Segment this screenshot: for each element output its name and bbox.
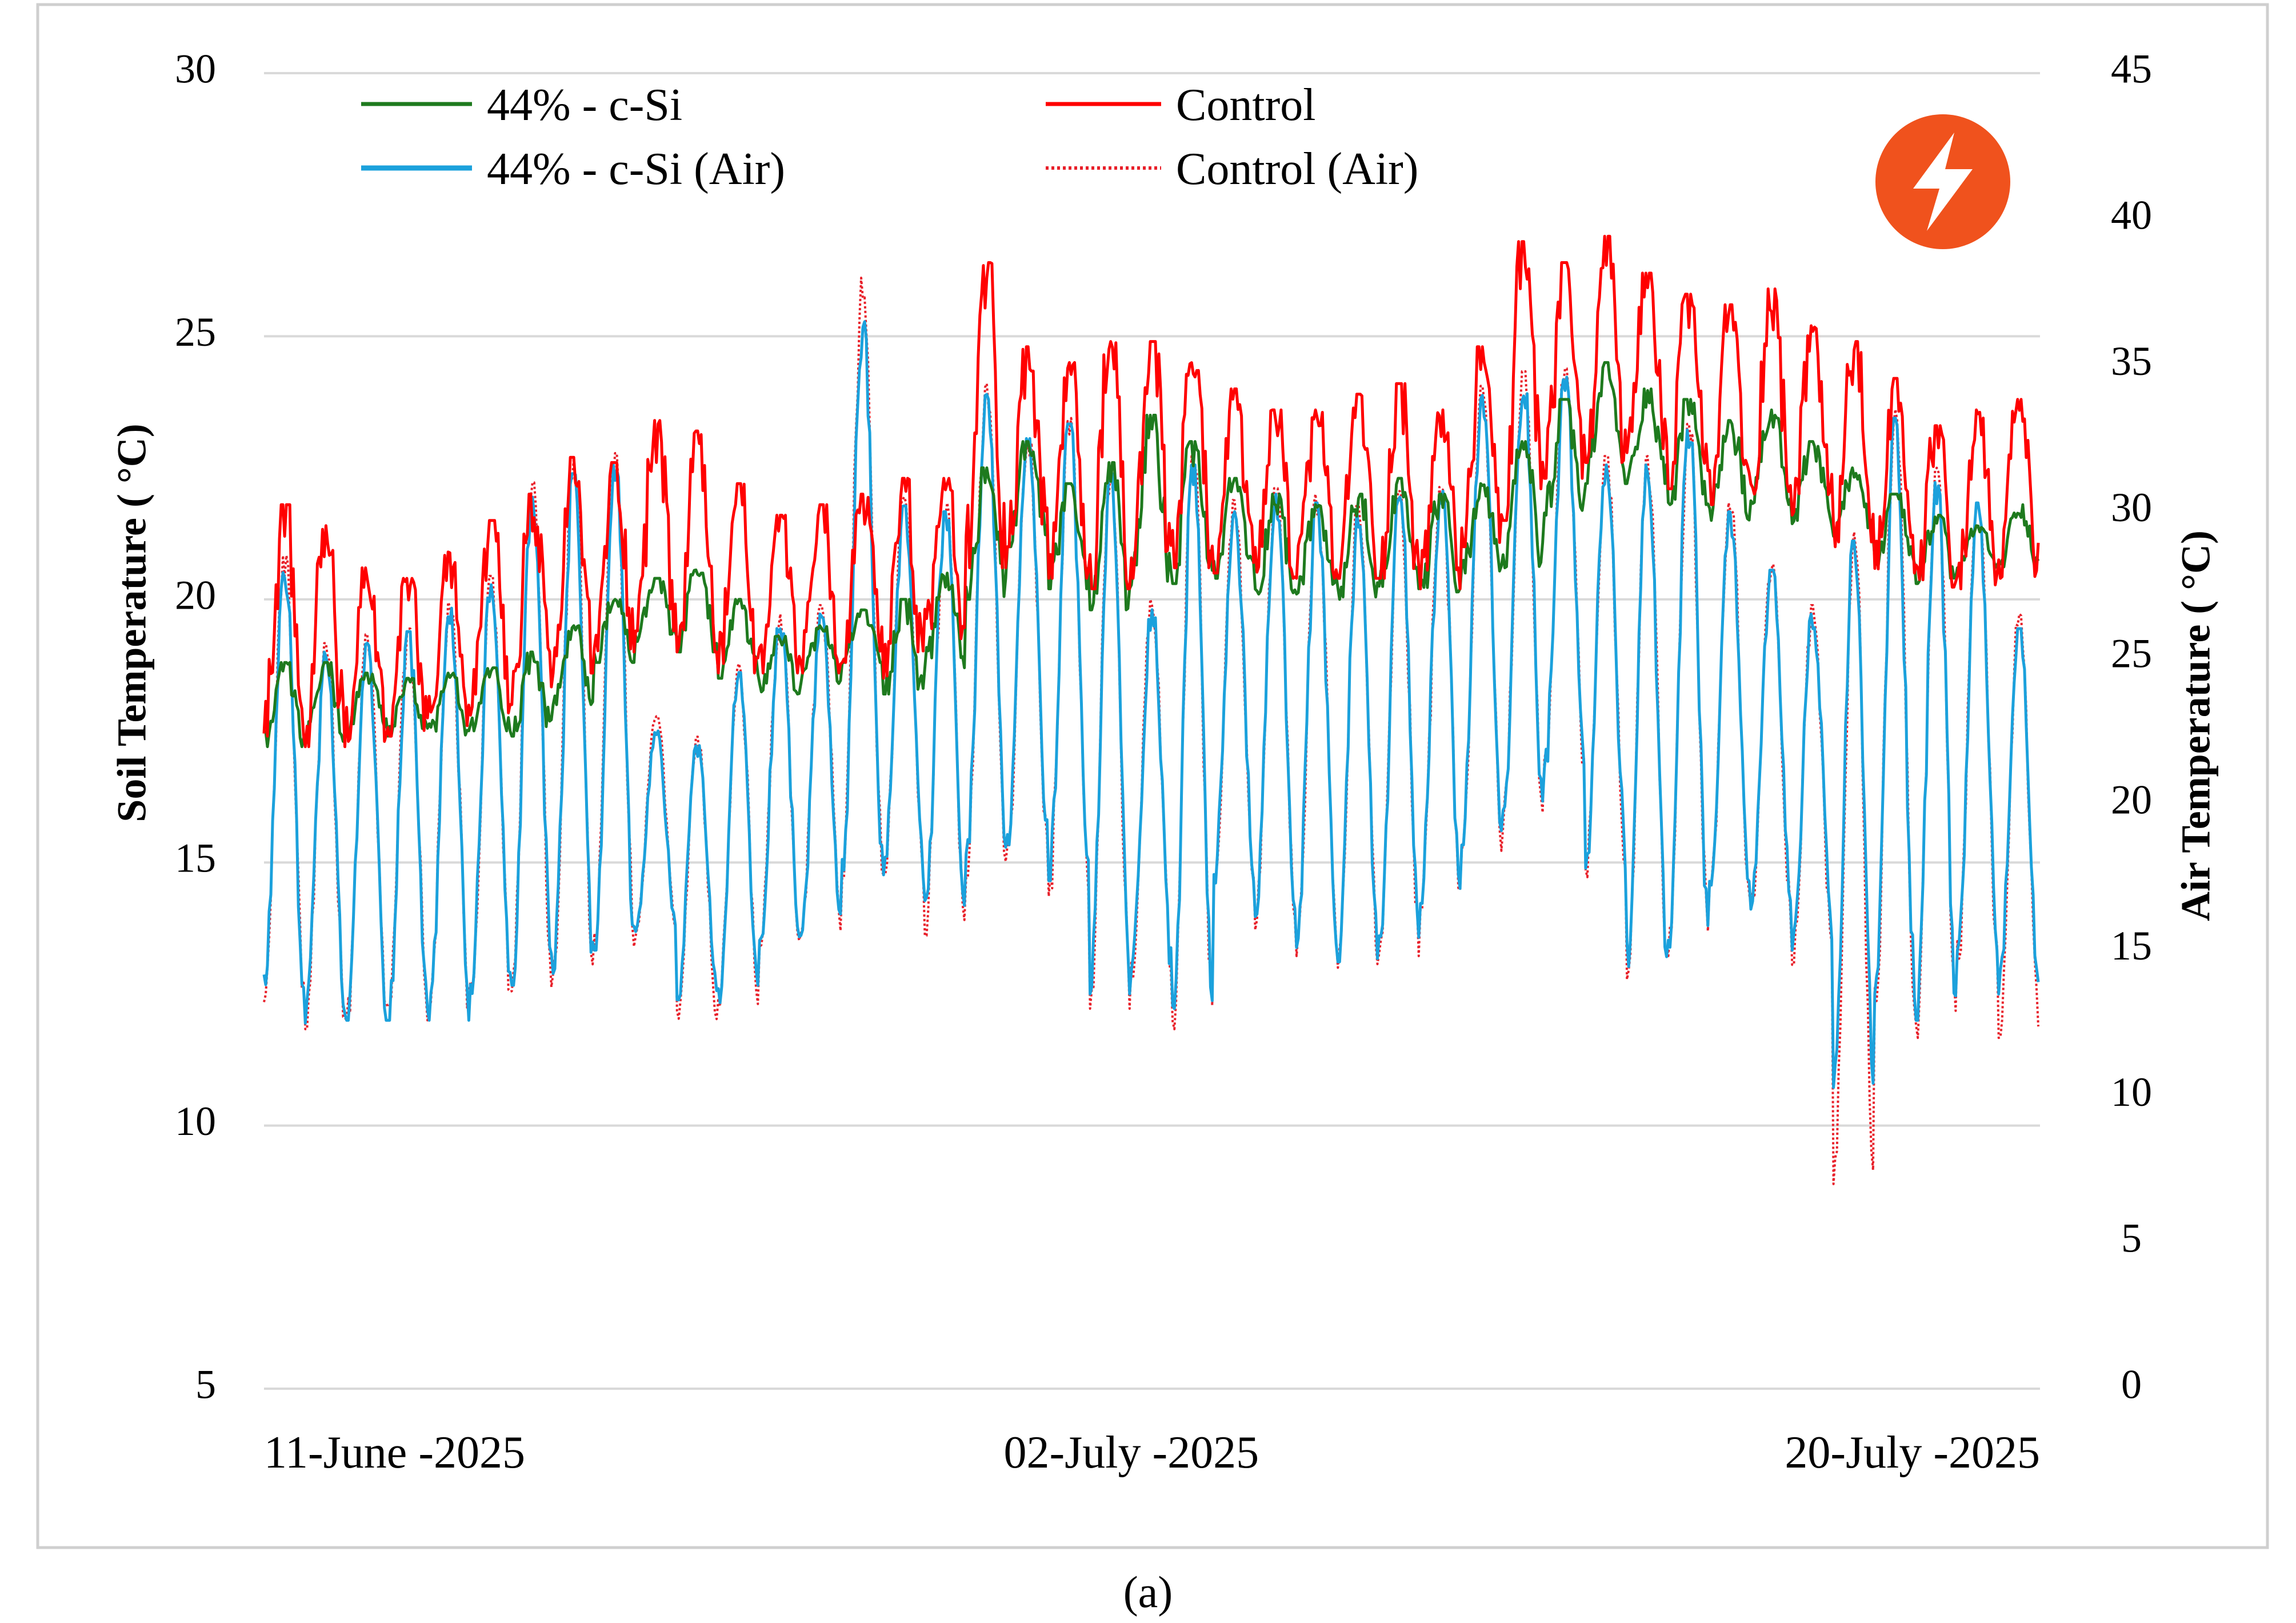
legend-label-control: Control	[1176, 80, 1315, 130]
chart-frame	[36, 3, 2269, 1549]
figure-caption: (a)	[1123, 1567, 1173, 1617]
legend-label-control-air: Control (Air)	[1176, 144, 1418, 194]
series-layer	[262, 234, 2040, 1185]
lightning-badge	[1875, 114, 2010, 249]
right-tick-label: 20	[2111, 777, 2152, 822]
right-tick-label: 15	[2111, 923, 2152, 969]
legend-label-c-si: 44% - c-Si	[487, 80, 682, 130]
left-tick-label: 10	[175, 1098, 216, 1144]
x-axis-labels: 11-June -2025 02-July -2025 20-July -2025	[264, 1428, 2040, 1478]
left-axis-title: Soil Temperature ( °C)	[109, 423, 155, 822]
right-tick-label: 0	[2121, 1362, 2142, 1408]
x-date-label: 20-July -2025	[1785, 1428, 2040, 1478]
x-date-label: 11-June -2025	[264, 1428, 525, 1478]
series-line-44-c-si-air	[262, 320, 2040, 1089]
x-date-label: 02-July -2025	[1004, 1428, 1259, 1478]
gridlines	[264, 72, 2040, 1390]
right-tick-label: 10	[2111, 1069, 2152, 1115]
left-tick-label: 30	[175, 46, 216, 92]
left-tick-label: 25	[175, 309, 216, 355]
lightning-icon	[1913, 133, 1973, 231]
series-line-control	[262, 234, 2040, 749]
right-tick-label: 35	[2111, 338, 2152, 384]
right-axis-title: Air Temperature ( °C)	[2173, 530, 2219, 921]
right-axis-ticks: 45 40 35 30 25 20 15 10 5 0	[2111, 46, 2152, 1408]
legend-label-c-si-air: 44% - c-Si (Air)	[487, 144, 785, 194]
series-line-44-c-si	[263, 361, 2040, 749]
left-axis-ticks: 30 25 20 15 10 5	[175, 46, 216, 1408]
left-tick-label: 20	[175, 572, 216, 618]
right-tick-label: 30	[2111, 485, 2152, 530]
right-tick-label: 40	[2111, 192, 2152, 238]
right-tick-label: 5	[2121, 1216, 2142, 1261]
left-tick-label: 5	[195, 1362, 216, 1408]
legend: 44% - c-Si Control 44% - c-Si (Air) Cont…	[361, 80, 1418, 194]
left-tick-label: 15	[175, 836, 216, 881]
right-tick-label: 45	[2111, 46, 2152, 92]
right-tick-label: 25	[2111, 631, 2152, 677]
